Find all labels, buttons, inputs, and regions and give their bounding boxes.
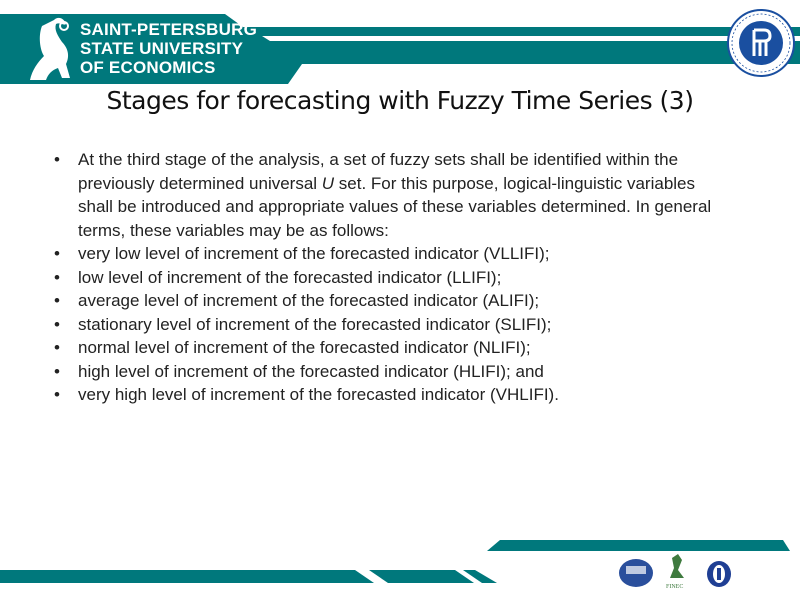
item-text: At the third stage of the analysis, a se…: [78, 150, 679, 193]
item-text: normal level of increment of the forecas…: [78, 338, 531, 357]
bullet-icon: •: [54, 150, 60, 169]
hse-seal-icon: [727, 9, 795, 77]
item-text: average level of increment of the foreca…: [78, 291, 540, 310]
bullet-icon: •: [54, 338, 60, 357]
list-item: • very high level of increment of the for…: [52, 383, 732, 407]
list-item: • normal level of increment of the foreca…: [52, 336, 732, 360]
item-text: very low level of increment of the forec…: [78, 244, 550, 263]
header-banner: [0, 14, 800, 84]
bullet-icon: •: [54, 361, 60, 381]
item-text: high level of increment of the forecaste…: [78, 361, 544, 381]
slide-title: Stages for forecasting with Fuzzy Time S…: [106, 86, 694, 115]
university-name: SAINT-PETERSBURG STATE UNIVERSITY OF ECO…: [80, 20, 257, 77]
list-item: • At the third stage of the analysis, a s…: [52, 148, 732, 242]
bullet-icon: •: [54, 314, 60, 334]
footer-stripes: FINEC: [0, 540, 790, 590]
bullet-icon: •: [54, 385, 60, 404]
university-name-line: SAINT-PETERSBURG: [80, 20, 257, 39]
item-text: stationary level of increment of the for…: [78, 314, 552, 334]
bullet-icon: •: [54, 267, 60, 287]
item-text: set. For this purpose, logical-linguisti…: [78, 173, 712, 240]
list-item: • very low level of increment of the fore…: [52, 242, 732, 266]
list-item: • low level of increment of the forecaste…: [52, 266, 732, 290]
finec-logo-icon: FINEC: [666, 554, 684, 590]
finec-label: FINEC: [666, 584, 683, 590]
bullet-icon: •: [54, 291, 60, 310]
item-text: very high level of increment of the fore…: [78, 385, 559, 404]
engecon-logo-icon: [619, 559, 653, 587]
emblem-logo-icon: [707, 561, 731, 587]
list-item: • stationary level of increment of the fo…: [52, 313, 732, 337]
griffin-logo-icon: [30, 17, 70, 80]
bullet-icon: •: [54, 244, 60, 263]
list-item: • average level of increment of the forec…: [52, 289, 732, 313]
item-emphasis: U: [321, 173, 335, 193]
university-name-line: OF ECONOMICS: [80, 58, 216, 77]
bullet-list: • At the third stage of the analysis, a s…: [52, 148, 732, 407]
item-text: low level of increment of the forecasted…: [78, 267, 502, 287]
list-item: • high level of increment of the forecast…: [52, 360, 732, 384]
university-name-line: STATE UNIVERSITY: [80, 39, 244, 58]
